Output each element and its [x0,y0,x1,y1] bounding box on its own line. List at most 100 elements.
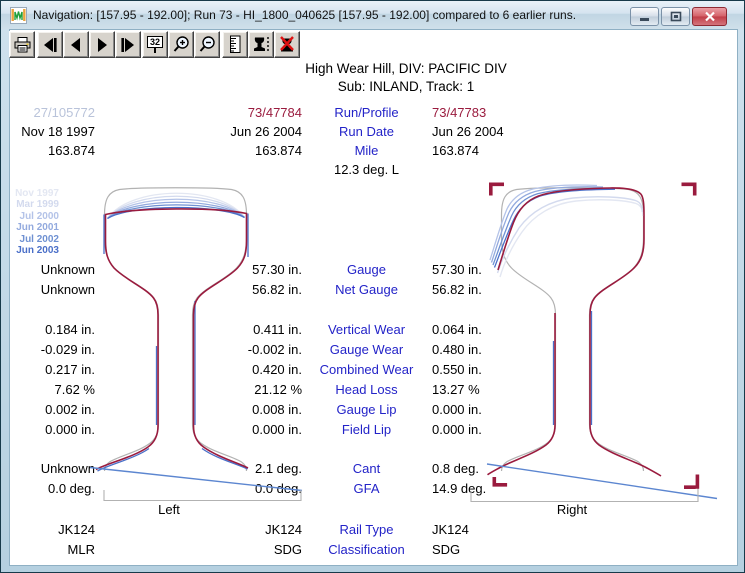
gfa-label: GFA [353,481,380,496]
close-button[interactable] [692,7,727,26]
print-button[interactable] [9,31,35,58]
next-stop-icon [121,37,134,52]
right-rail-label: Right [556,502,588,517]
gauge-mid: 57.30 in. [252,262,302,277]
gauge-wear-left: -0.029 in. [40,342,95,357]
combined-wear-mid: 0.420 in. [252,362,302,377]
gfa-left: 0.0 deg. [48,481,95,496]
combined-wear-label: Combined Wear [319,362,414,377]
gauge-lip-mid: 0.008 in. [252,402,302,417]
remove-profile-icon [279,36,294,52]
zoom-in-button[interactable] [168,31,194,58]
gfa-mid: 0.0 deg. [255,481,302,496]
rail-template-button[interactable] [248,31,274,58]
vertical-wear-label: Vertical Wear [327,322,406,337]
minimize-button[interactable] [630,7,659,26]
restore-icon [670,11,681,22]
window-title: Navigation: [157.95 - 192.00]; Run 73 - … [33,8,577,22]
head-loss-label: Head Loss [335,382,398,397]
ruler-button[interactable] [222,31,248,58]
net-gauge-label: Net Gauge [335,282,398,297]
gauge-wear-right: 0.480 in. [432,342,482,357]
legend-item: Jul 2000 [19,210,59,222]
classification-right: SDG [432,542,461,557]
vertical-wear-mid: 0.411 in. [253,322,302,337]
milepost-icon: 32 [146,36,163,53]
gauge-lip-right: 0.000 in. [432,402,482,417]
classification-label: Classification [328,542,405,557]
rail-type-left: JK124 [58,522,95,537]
gfa-right: 14.9 deg. [432,481,487,496]
cant-mid: 2.1 deg. [255,461,302,476]
legend-item: Mar 1999 [16,199,59,211]
previous-button[interactable] [63,31,89,58]
remove-profile-button[interactable] [274,31,300,58]
head-loss-mid: 21.12 % [254,382,302,397]
classification-left: MLR [67,542,95,557]
run-profile-right-rail: 73/47783 [432,105,487,120]
mile-oldest: 163.874 [48,143,95,158]
ruler-icon [230,35,241,53]
combined-wear-right: 0.550 in. [432,362,482,377]
next-stop-button[interactable] [115,31,141,58]
vertical-wear-right: 0.064 in. [432,322,482,337]
head-loss-right: 13.27 % [432,382,480,397]
combined-wear-left: 0.217 in. [45,362,95,377]
cant-right: 0.8 deg. [432,461,479,476]
field-lip-label: Field Lip [341,422,392,437]
gauge-right: 57.30 in. [432,262,482,277]
cant-left: Unknown [40,461,95,476]
cant-label: Cant [352,461,381,476]
previous-stop-icon [44,37,57,52]
gauge-wear-mid: -0.002 in. [247,342,302,357]
milepost-button[interactable]: 32 [142,31,168,58]
gauge-left: Unknown [40,262,95,277]
run-profile-oldest: 27/105772 [33,105,95,120]
rail-type-label: Rail Type [339,522,394,537]
previous-stop-button[interactable] [37,31,63,58]
run-date-left-rail: Jun 26 2004 [230,124,302,139]
mile-left-rail: 163.874 [255,143,302,158]
net-gauge-mid: 56.82 in. [252,282,302,297]
zoom-out-button[interactable] [194,31,220,58]
rail-profile-icon [253,37,269,52]
legend-item: Jun 2003 [16,245,59,257]
field-lip-left: 0.000 in. [45,422,95,437]
minimize-icon [639,17,649,21]
classification-mid: SDG [273,542,302,557]
close-icon [704,11,715,22]
legend-item: Jun 2001 [16,222,59,234]
gauge-wear-label: Gauge Wear [329,342,404,357]
field-lip-right: 0.000 in. [432,422,482,437]
printer-icon [14,36,30,52]
next-icon [98,37,107,52]
vertical-wear-left: 0.184 in. [45,322,95,337]
gauge-lip-label: Gauge Lip [336,402,397,417]
previous-icon [71,37,80,52]
site-title: High Wear Hill, DIV: PACIFIC DIV [305,61,507,76]
mile-label: Mile [354,143,379,158]
title-bar[interactable]: Navigation: [157.95 - 192.00]; Run 73 - … [1,1,744,29]
sub-track-title: Sub: INLAND, Track: 1 [337,79,475,94]
rail-type-right: JK124 [432,522,469,537]
run-date-oldest: Nov 18 1997 [21,124,95,139]
restore-button[interactable] [661,7,690,26]
net-gauge-left: Unknown [40,282,95,297]
field-lip-mid: 0.000 in. [252,422,302,437]
legend-item: Nov 1997 [15,188,59,199]
mile-right-rail: 163.874 [432,143,479,158]
zoom-out-icon [199,36,215,52]
app-icon [10,6,27,24]
left-rail-label: Left [158,502,180,517]
run-legend: Nov 1997 Mar 1999 Jul 2000 Jun 2001 Jul … [3,188,59,256]
run-date-label: Run Date [339,124,394,139]
gauge-lip-left: 0.002 in. [45,402,95,417]
run-profile-label: Run/Profile [334,105,399,120]
next-button[interactable] [89,31,115,58]
zoom-in-icon [173,36,189,52]
curve-value: 12.3 deg. L [333,162,400,177]
run-date-right-rail: Jun 26 2004 [432,124,504,139]
head-loss-left: 7.62 % [54,382,95,397]
gauge-label: Gauge [346,262,387,277]
